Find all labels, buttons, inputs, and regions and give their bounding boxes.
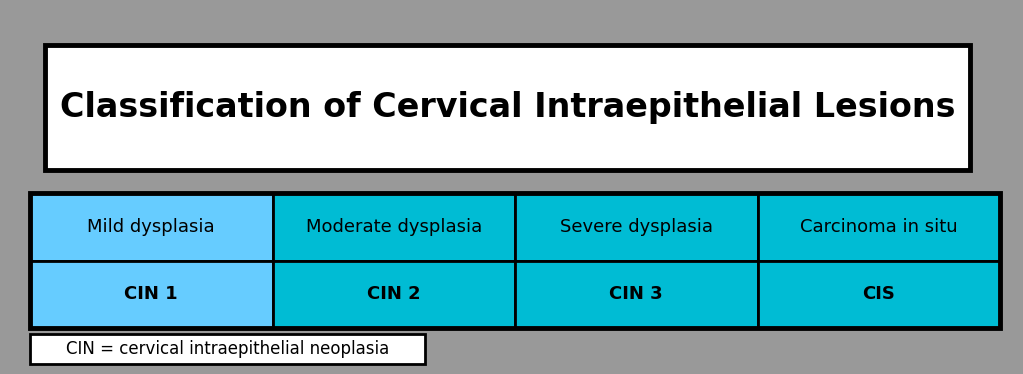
FancyBboxPatch shape	[45, 45, 970, 170]
FancyBboxPatch shape	[30, 193, 272, 261]
Text: CIS: CIS	[862, 285, 895, 303]
Text: Severe dysplasia: Severe dysplasia	[560, 218, 713, 236]
FancyBboxPatch shape	[272, 193, 515, 261]
Text: CIN = cervical intraepithelial neoplasia: CIN = cervical intraepithelial neoplasia	[65, 340, 389, 358]
Text: CIN 3: CIN 3	[610, 285, 663, 303]
Text: Carcinoma in situ: Carcinoma in situ	[800, 218, 958, 236]
FancyBboxPatch shape	[757, 261, 1000, 328]
Text: Mild dysplasia: Mild dysplasia	[87, 218, 215, 236]
Text: CIN 1: CIN 1	[125, 285, 178, 303]
FancyBboxPatch shape	[757, 193, 1000, 261]
Text: CIN 2: CIN 2	[367, 285, 420, 303]
FancyBboxPatch shape	[30, 261, 272, 328]
FancyBboxPatch shape	[272, 261, 515, 328]
Text: Classification of Cervical Intraepithelial Lesions: Classification of Cervical Intraepitheli…	[59, 91, 955, 124]
FancyBboxPatch shape	[30, 334, 425, 364]
FancyBboxPatch shape	[515, 261, 757, 328]
FancyBboxPatch shape	[515, 193, 757, 261]
Text: Moderate dysplasia: Moderate dysplasia	[306, 218, 482, 236]
